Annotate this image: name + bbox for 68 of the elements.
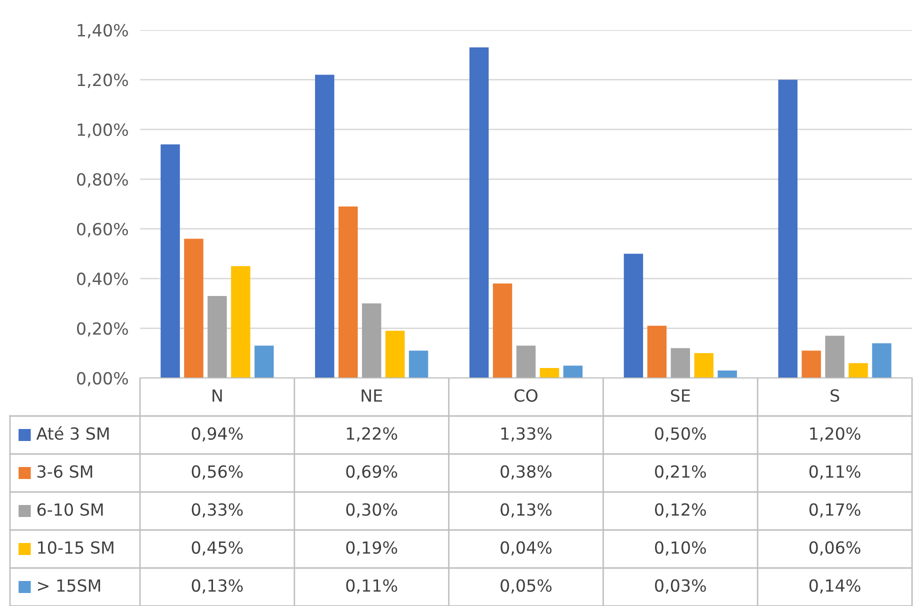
y-tick-label: 0,80%	[77, 173, 128, 188]
bar	[231, 266, 250, 378]
bar	[208, 296, 227, 378]
bar	[563, 366, 583, 378]
y-tick-label: 0,40%	[77, 272, 128, 287]
data-label: 0,45%	[192, 541, 243, 556]
bar	[624, 254, 644, 378]
data-label: 0,05%	[500, 579, 552, 594]
bar	[718, 370, 737, 378]
x-tick-label: CO	[514, 389, 538, 402]
bar	[802, 350, 821, 378]
data-label: 0,30%	[346, 503, 398, 518]
data-label: 0,50%	[655, 427, 706, 442]
bar	[160, 144, 180, 378]
data-label: 1,22%	[346, 427, 398, 442]
y-tick-label: 0,60%	[77, 222, 128, 238]
data-label: 0,94%	[192, 427, 243, 442]
data-label: 1,33%	[501, 427, 552, 442]
legend-label: 6-10 SM	[37, 503, 103, 516]
legend-label: 10-15 SM	[38, 541, 114, 554]
x-tick-label: SE	[670, 389, 690, 402]
data-label: 0,06%	[809, 541, 860, 556]
bar	[694, 353, 714, 378]
bar	[670, 348, 690, 378]
y-tick-label: 1,00%	[78, 123, 128, 138]
y-tick-label: 0,00%	[77, 372, 128, 386]
bar	[338, 206, 358, 378]
bar	[254, 346, 274, 378]
data-label: 1,20%	[810, 427, 860, 442]
legend-label: Até 3 SM	[36, 426, 109, 440]
x-tick-label: NE	[362, 389, 382, 402]
data-label: 0,11%	[346, 579, 398, 594]
bar	[408, 350, 428, 378]
y-tick-label: 0,20%	[77, 322, 128, 337]
x-tick-label: N	[212, 389, 222, 402]
data-label: 0,19%	[346, 541, 398, 556]
data-label: 0,03%	[655, 579, 706, 594]
x-tick-label: S	[830, 389, 840, 402]
data-label: 0,56%	[192, 465, 243, 480]
data-label: 0,13%	[192, 579, 243, 594]
data-label: 0,69%	[346, 465, 398, 480]
bar	[825, 336, 844, 378]
data-label: 0,10%	[655, 541, 706, 556]
bar	[848, 363, 868, 378]
bar	[516, 346, 536, 378]
y-tick-label: 1,40%	[78, 24, 128, 38]
bar	[469, 47, 489, 378]
bar	[362, 303, 382, 378]
data-label: 0,04%	[500, 541, 552, 556]
bar	[778, 80, 798, 378]
bar	[315, 74, 334, 378]
bar	[647, 326, 667, 378]
data-label: 0,38%	[500, 465, 552, 480]
data-label: 0,33%	[192, 503, 243, 518]
data-label: 0,21%	[655, 465, 706, 480]
bar	[492, 284, 512, 378]
bar	[184, 238, 204, 378]
bar	[385, 330, 405, 378]
data-label: 0,12%	[655, 503, 706, 518]
y-tick-label: 1,20%	[78, 74, 128, 88]
data-label: 0,11%	[809, 465, 860, 480]
legend-label: > 15SM	[38, 579, 100, 592]
data-label: 0,13%	[500, 503, 552, 518]
bar	[540, 368, 560, 378]
data-label: 0,14%	[809, 579, 860, 594]
legend-label: 3-6 SM	[38, 465, 92, 478]
bar	[872, 343, 892, 378]
data-label: 0,17%	[809, 503, 860, 518]
